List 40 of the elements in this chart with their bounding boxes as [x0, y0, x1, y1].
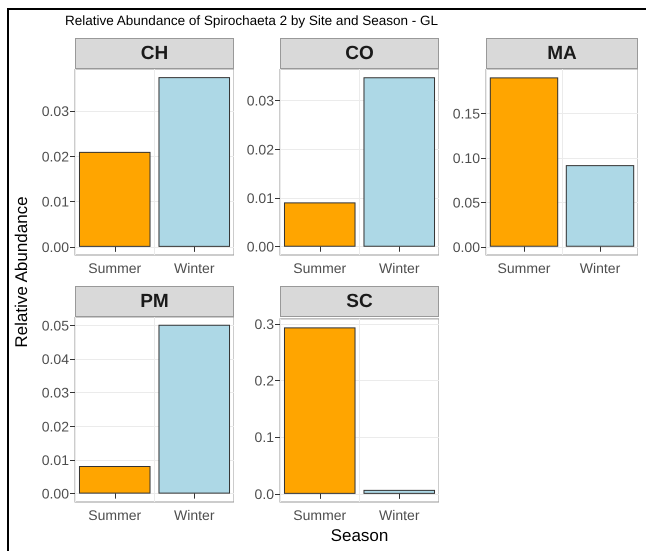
y-tick-label: 0.2	[254, 372, 274, 389]
y-tick-label: 0.02	[246, 141, 274, 158]
text: Relative Abundance of Spirochaeta 2 by Site and Season - GL	[65, 13, 438, 28]
x-tick-label: Winter	[580, 260, 621, 276]
y-tick-label: 0.03	[42, 103, 70, 120]
x-tick-label: Summer	[88, 507, 142, 523]
y-tick-label: 0.00	[452, 238, 480, 255]
x-tick-label: Summer	[498, 260, 551, 276]
y-tick-label: 0.0	[254, 486, 274, 502]
y-tick-label: 0.03	[246, 92, 274, 109]
chart-title: SC	[280, 286, 439, 317]
y-tick-label: 0.00	[42, 486, 70, 502]
y-tick-label: 0.05	[452, 194, 480, 210]
y-tick-label: 0.01	[42, 194, 70, 210]
x-tick-label: Winter	[174, 260, 215, 276]
chart-title: MA	[486, 38, 638, 69]
y-tick-label: 0.01	[246, 190, 274, 206]
y-tick-label: 0.3	[254, 316, 274, 332]
y-tick-label: 0.02	[42, 148, 70, 164]
x-tick-label: Summer	[88, 260, 142, 276]
y-tick-label: 0.00	[42, 238, 70, 255]
y-tick-label: 0.1	[254, 429, 274, 446]
y-tick-label: 0.01	[42, 452, 70, 468]
x-tick-label: Winter	[379, 260, 420, 276]
y-axis-title: Relative Abundance	[12, 196, 32, 348]
y-tick-label: 0.05	[42, 317, 70, 334]
y-tick-label: 0.15	[452, 106, 480, 122]
y-tick-label: 0.02	[42, 418, 70, 434]
x-tick-label: Winter	[174, 507, 215, 523]
y-tick-label: 0.03	[42, 384, 70, 401]
chart-title: PM	[75, 286, 234, 317]
y-tick-label: 0.00	[246, 238, 274, 255]
x-tick-label: Summer	[293, 260, 347, 276]
chart-title: CO	[280, 38, 439, 69]
chart-title: CH	[75, 38, 234, 69]
y-tick-label: 0.04	[42, 351, 70, 368]
x-tick-label: Summer	[293, 507, 347, 523]
y-tick-label: 0.10	[452, 150, 480, 166]
x-axis-title: Season	[330, 526, 388, 546]
x-tick-label: Winter	[379, 507, 420, 523]
